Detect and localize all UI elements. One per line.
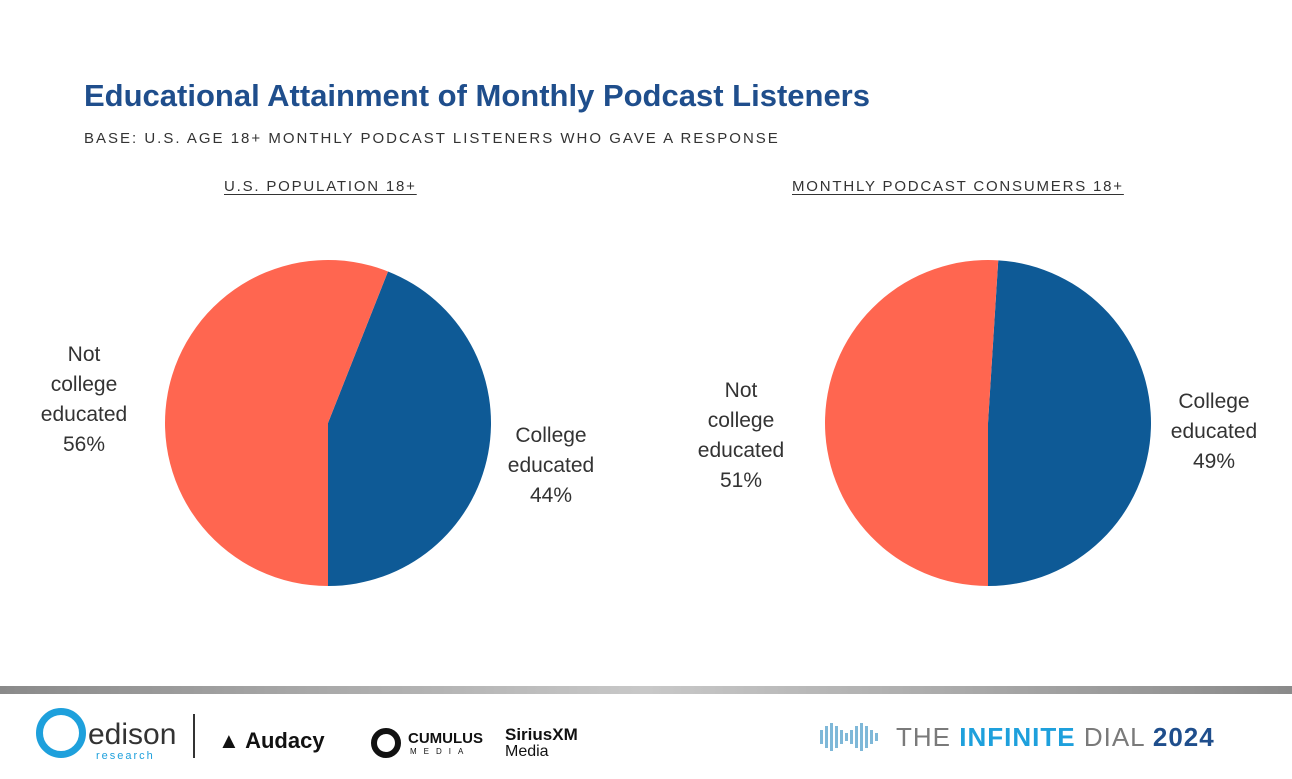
audacy-logo: ▲ Audacy	[218, 728, 325, 753]
page-subtitle: BASE: U.S. AGE 18+ MONTHLY PODCAST LISTE…	[84, 130, 780, 147]
dial-dial: DIAL	[1083, 722, 1145, 752]
label-value: 49%	[1192, 450, 1236, 473]
siriusxm-media-text: Media	[505, 743, 549, 760]
pie-us-not-college-slice	[165, 259, 389, 586]
label-value: 51%	[719, 469, 763, 492]
logo-divider	[193, 714, 195, 758]
label-value: 44%	[529, 484, 573, 507]
label-text: college	[707, 409, 775, 432]
label-podcast-college: College educated 49%	[1144, 387, 1284, 477]
label-value: 56%	[62, 433, 106, 456]
label-us-college: College educated 44%	[481, 421, 621, 511]
pie-podcast-college-slice	[988, 260, 1151, 586]
label-us-not-college: Not college educated 56%	[14, 340, 154, 460]
edison-logo-subtext: research	[96, 750, 155, 762]
label-text: College	[1178, 390, 1250, 413]
page-title: Educational Attainment of Monthly Podcas…	[84, 78, 870, 113]
footer-divider-bar	[0, 686, 1292, 694]
dial-infinite: INFINITE	[959, 722, 1076, 752]
cumulus-logo-subtext: MEDIA	[410, 747, 471, 756]
label-podcast-not-college: Not college educated 51%	[671, 376, 811, 496]
infinite-dial-logo-text: THE INFINITE DIAL 2024	[896, 722, 1215, 753]
dial-year: 2024	[1152, 722, 1215, 752]
pie-us-college-slice	[328, 271, 492, 586]
siriusxm-logo-text: SiriusXM	[505, 725, 578, 744]
infinite-dial-icon	[820, 723, 878, 751]
cumulus-logo-icon	[371, 728, 401, 758]
edison-logo-icon	[36, 708, 86, 758]
audacy-logo-text: Audacy	[245, 728, 325, 753]
label-text: College	[515, 424, 587, 447]
dial-the: THE	[896, 722, 951, 752]
label-text: Not	[67, 343, 101, 366]
label-text: educated	[1170, 420, 1258, 443]
label-text: Not	[724, 379, 758, 402]
pie-podcast-not-college-slice	[824, 260, 999, 587]
chart-title-podcast-consumers: MONTHLY PODCAST CONSUMERS 18+	[792, 178, 1124, 195]
cumulus-logo-text: CUMULUS	[408, 730, 483, 747]
label-text: educated	[507, 454, 595, 477]
label-text: educated	[40, 403, 128, 426]
label-text: college	[50, 373, 118, 396]
label-text: educated	[697, 439, 785, 462]
edison-logo-text: edison	[88, 718, 177, 751]
chart-title-us-population: U.S. POPULATION 18+	[224, 178, 417, 195]
